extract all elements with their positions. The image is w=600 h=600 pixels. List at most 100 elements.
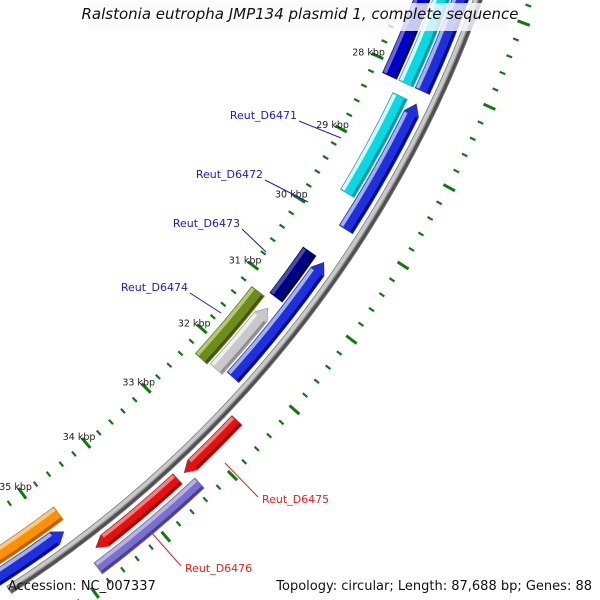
inner-minor-tick — [260, 250, 267, 256]
gene-label-Reut_D6476[interactable]: Reut_D6476 — [185, 562, 252, 575]
gene-arc-10-highlight — [101, 474, 175, 538]
inner-major-tick-31kbp — [247, 260, 260, 271]
gene-arc-6-highlight — [228, 268, 314, 375]
inner-minor-tick — [330, 140, 337, 146]
inner-minor-tick — [305, 182, 312, 188]
outer-minor-tick — [357, 321, 365, 327]
status-summary: Topology: circular; Length: 87,688 bp; G… — [276, 579, 592, 594]
outer-minor-tick — [408, 246, 415, 252]
inner-minor-tick — [220, 301, 227, 308]
inner-minor-tick — [360, 83, 368, 89]
outer-minor-tick — [302, 392, 309, 398]
outer-minor-tick — [105, 577, 112, 584]
gene-arc-8[interactable] — [209, 307, 268, 375]
inner-minor-tick — [230, 288, 237, 295]
inner-minor-tick — [32, 481, 39, 488]
gene-arc-Reut_D6473-shadow — [280, 254, 316, 302]
gene-labels: Reut_D6471 Reut_D6472 Reut_D6473 Reut_D6474… — [121, 109, 329, 575]
gene-arc-10[interactable] — [95, 473, 183, 548]
gene-arc-12-shadow — [0, 517, 63, 564]
outer-minor-tick — [435, 200, 443, 206]
outer-minor-tick — [506, 54, 513, 59]
inner-major-tick-29kbp — [334, 124, 348, 134]
inner-minor-tick — [95, 429, 102, 436]
backbone-arc — [6, 0, 483, 595]
ruler-label-29kbp: 29 kbp — [316, 120, 349, 131]
gene-arc-Reut_D6476[interactable] — [93, 477, 205, 575]
gene-arc-Reut_D6472-shadow — [350, 116, 418, 233]
inner-ruler-ticks — [6, 9, 401, 507]
ruler-label-33kbp: 33 kbp — [122, 377, 155, 388]
outer-minor-tick — [189, 508, 195, 515]
gene-arc-Reut_D6475-shadow — [195, 423, 241, 469]
inner-minor-tick — [381, 39, 388, 44]
inner-minor-tick — [314, 169, 321, 175]
outer-minor-tick — [241, 458, 248, 465]
leader-line-Reut_D6476 — [150, 531, 182, 567]
ruler-label-35kbp: 35 kbp — [0, 482, 32, 493]
gene-arc-Reut_D6473-highlight — [270, 248, 306, 295]
ruler-label-31kbp: 31 kbp — [229, 256, 262, 267]
gene-arcs — [0, 0, 470, 586]
outer-minor-tick — [525, 3, 532, 8]
leader-line-Reut_D6474 — [189, 292, 222, 314]
outer-minor-tick — [477, 120, 484, 125]
inner-minor-tick — [322, 155, 329, 160]
outer-minor-tick — [336, 350, 343, 356]
label-leader-lines — [150, 120, 342, 567]
gene-arc-Reut_D6471-highlight — [341, 93, 397, 191]
ruler-label-34kbp: 34 kbp — [63, 432, 96, 443]
leader-line-Reut_D6475 — [224, 462, 259, 498]
gene-arc-Reut_D6473[interactable] — [269, 246, 317, 303]
outer-ruler-ticks — [77, 3, 532, 600]
inner-minor-tick — [71, 450, 77, 457]
outer-major-tick-29kbp — [442, 183, 456, 193]
outer-minor-tick — [388, 277, 396, 283]
inner-major-tick-34kbp — [80, 437, 92, 449]
gene-arc-10-shadow — [107, 482, 182, 546]
gene-label-Reut_D6471[interactable]: Reut_D6471 — [230, 109, 297, 122]
inner-minor-tick — [155, 373, 161, 380]
gene-label-Reut_D6474[interactable]: Reut_D6474 — [121, 281, 188, 294]
gene-label-Reut_D6472[interactable]: Reut_D6472 — [196, 168, 263, 181]
outer-minor-tick — [368, 306, 375, 313]
outer-minor-tick — [202, 496, 209, 503]
outer-minor-tick — [253, 445, 260, 452]
gene-arc-Reut_D6475[interactable] — [183, 415, 243, 474]
outer-minor-tick — [120, 566, 126, 573]
outer-minor-tick — [499, 70, 506, 76]
outer-major-tick-33kbp — [226, 469, 239, 482]
gene-arc-Reut_D6476-shadow — [101, 486, 204, 573]
gene-label-Reut_D6473[interactable]: Reut_D6473 — [173, 217, 240, 230]
outer-major-tick-32kbp — [288, 404, 301, 416]
ruler-labels: 28 kbp 29 kbp 30 kbp 31 kbp 32 kbp 33 kbp 34 k… — [0, 47, 385, 493]
gene-arc-Reut_D6471-shadow — [351, 98, 407, 197]
gene-arc-13-highlight — [0, 532, 52, 572]
gene-arc-6[interactable] — [226, 261, 325, 384]
outer-minor-tick — [148, 544, 154, 551]
outer-major-tick-35kbp — [89, 586, 100, 599]
outer-major-tick-30kbp — [396, 260, 410, 271]
outer-major-tick-31kbp — [345, 334, 358, 345]
gene-arc-13-shadow — [0, 542, 59, 585]
outer-minor-tick — [325, 364, 332, 370]
outer-major-tick-28kbp — [482, 102, 496, 111]
backbone — [6, 0, 483, 595]
inner-major-tick-35kbp — [17, 487, 28, 500]
gene-arc-8-shadow — [220, 320, 266, 374]
gene-label-Reut_D6475[interactable]: Reut_D6475 — [262, 493, 329, 506]
outer-major-tick-27kbp — [517, 19, 531, 27]
gene-arc-Reut_D6471[interactable] — [340, 92, 408, 198]
outer-minor-tick — [378, 292, 385, 298]
inner-minor-tick — [45, 471, 52, 478]
inner-minor-tick — [209, 314, 216, 320]
inner-minor-tick — [288, 210, 295, 216]
gene-arc-Reut_D6474[interactable] — [194, 285, 265, 365]
inner-minor-tick — [278, 223, 286, 229]
outer-minor-tick — [175, 520, 182, 527]
inner-minor-tick — [58, 461, 65, 468]
gene-arc-Reut_D6474-highlight — [196, 287, 255, 356]
inner-minor-tick — [367, 68, 375, 74]
